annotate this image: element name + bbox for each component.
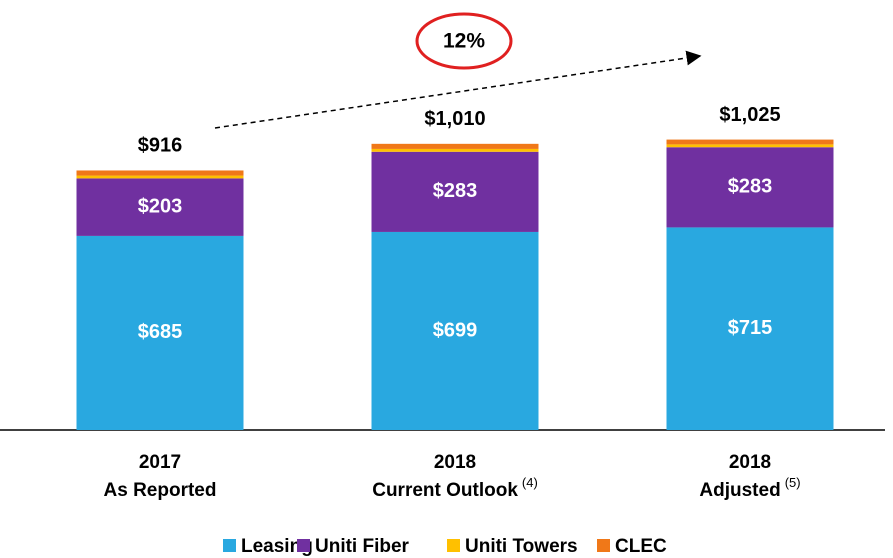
category-label: As Reported	[104, 480, 217, 501]
category-note: (5)	[785, 475, 801, 490]
legend-swatch	[223, 539, 236, 552]
category-label: Current Outlook (4)	[372, 475, 538, 501]
legend-label: Uniti Fiber	[315, 536, 410, 557]
legend-label: Uniti Towers	[465, 536, 578, 557]
legend-label: Leasing	[241, 536, 313, 557]
bar-segment	[371, 148, 539, 152]
value-label: $203	[138, 195, 183, 217]
category-label-line: Current Outlook	[372, 480, 518, 501]
category-label: 2018	[434, 452, 476, 473]
category-label: 2017	[139, 452, 181, 473]
total-label: $916	[138, 135, 183, 157]
bar-segment	[371, 231, 539, 430]
bar-segment	[666, 144, 834, 148]
legend-label: CLEC	[615, 536, 667, 557]
bar-segment	[76, 175, 244, 179]
annotation-circle	[415, 12, 513, 70]
legend-swatch	[297, 539, 310, 552]
value-label: $283	[433, 180, 478, 202]
bar-segment	[371, 151, 539, 232]
bar-segment	[371, 143, 539, 149]
bar-segment	[666, 227, 834, 430]
legend-swatch	[447, 539, 460, 552]
growth-arrow	[214, 50, 702, 129]
value-label: $685	[138, 321, 183, 343]
total-label: $1,010	[424, 108, 485, 130]
value-label: $283	[728, 176, 773, 198]
annotation: 12%	[443, 30, 485, 53]
category-label: Adjusted (5)	[699, 475, 800, 501]
category-label-line: Adjusted	[699, 480, 780, 501]
category-label: 2018	[729, 452, 771, 473]
value-label: $715	[728, 317, 773, 339]
legend-swatch	[597, 539, 610, 552]
bar-segment	[76, 178, 244, 236]
value-label: $699	[433, 319, 478, 341]
category-note: (4)	[522, 475, 538, 490]
bar-segment	[76, 170, 244, 176]
bar-segment	[666, 147, 834, 228]
bar-segment	[666, 139, 834, 145]
bar-segment	[76, 235, 244, 430]
category-label-line: As Reported	[104, 480, 217, 501]
total-label: $1,025	[719, 104, 780, 126]
